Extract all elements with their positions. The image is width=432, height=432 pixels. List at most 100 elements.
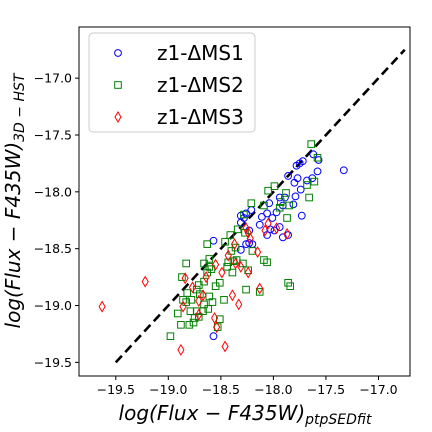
data-point-diamond <box>210 312 219 324</box>
data-point-square <box>228 268 237 277</box>
y-tick-label: −18.5 <box>34 241 72 256</box>
data-point-diamond <box>283 227 291 240</box>
data-point-circle <box>275 193 284 202</box>
plot-frame <box>78 26 411 377</box>
data-point-diamond <box>213 321 221 334</box>
data-point-square <box>223 263 231 271</box>
data-point-circle <box>339 166 348 175</box>
data-point-square <box>194 281 203 289</box>
data-point-square <box>307 140 316 148</box>
data-point-diamond <box>228 289 236 302</box>
x-axis-title: log(Flux − F435W)ptpSEDfit <box>119 401 372 428</box>
data-point-circle <box>242 240 250 249</box>
legend-marker-square <box>114 81 122 89</box>
x-tick-label: −18.5 <box>202 382 240 397</box>
data-point-diamond <box>242 222 250 235</box>
data-point-square <box>208 298 217 306</box>
data-point-square <box>189 318 198 327</box>
data-point-square <box>205 255 214 263</box>
data-point-circle <box>297 211 306 220</box>
legend-markers <box>114 49 122 123</box>
data-point-diamond <box>224 249 232 262</box>
data-point-circle <box>284 172 293 180</box>
legend-box <box>88 32 256 133</box>
data-point-circle <box>257 212 266 221</box>
x-tick-label: −18.0 <box>254 382 292 397</box>
data-point-circle <box>290 178 299 187</box>
data-point-square <box>226 231 235 239</box>
data-point-diamond <box>188 281 197 294</box>
data-point-circle <box>268 214 277 222</box>
series-ms3 <box>98 217 291 356</box>
legend-marker-circle <box>114 49 122 57</box>
data-point-circle <box>313 167 322 176</box>
data-point-square <box>220 296 228 304</box>
data-point-square <box>179 296 187 304</box>
data-point-diamond <box>246 232 254 245</box>
data-point-diamond <box>235 298 243 311</box>
data-point-square <box>173 309 182 318</box>
data-point-circle <box>291 192 300 201</box>
data-point-square <box>186 307 195 316</box>
data-point-square <box>286 282 295 290</box>
y-axis-title-subscript: 3D − HST <box>12 72 28 142</box>
data-point-square <box>183 289 192 297</box>
data-point-square <box>283 214 291 222</box>
y-axis-title: log(Flux − F435W)3D − HST <box>1 72 28 328</box>
x-tick-label: −17.5 <box>307 382 345 397</box>
data-point-circle <box>255 220 264 229</box>
legend-label-ms1: z1-ΔMS1 <box>157 41 244 65</box>
data-point-circle <box>281 193 289 202</box>
data-point-diamond <box>231 257 240 270</box>
data-point-square <box>177 321 185 329</box>
y-tick-label: −19.5 <box>34 355 72 370</box>
y-tick-label: −17.0 <box>34 71 72 86</box>
data-point-square <box>305 193 313 202</box>
y-tick-label: −19.0 <box>34 298 72 313</box>
data-point-square <box>242 285 250 294</box>
data-point-square <box>205 263 214 271</box>
data-point-circle <box>289 200 298 209</box>
data-point-square <box>282 189 290 197</box>
data-point-square <box>310 177 319 186</box>
data-point-square <box>241 228 249 237</box>
data-point-square <box>204 305 213 313</box>
x-tick-label: −19.5 <box>97 382 135 397</box>
data-point-circle <box>292 161 301 170</box>
x-tick-label: −17.0 <box>359 382 397 397</box>
data-point-circle <box>236 245 245 254</box>
data-point-square <box>263 258 271 267</box>
data-point-square <box>313 153 322 162</box>
plot-data-layer <box>98 48 406 364</box>
data-point-diamond <box>261 224 269 237</box>
x-tick-label: −19.0 <box>149 382 187 397</box>
data-point-diamond <box>254 246 262 259</box>
data-point-square <box>303 181 311 189</box>
data-point-circle <box>245 226 254 235</box>
data-point-diamond <box>221 340 229 353</box>
data-point-circle <box>242 209 250 218</box>
x-axis-title-main: log(Flux − F435W) <box>119 401 306 425</box>
x-axis-title-subscript: ptpSEDfit <box>304 412 372 428</box>
data-point-square <box>270 182 279 190</box>
data-point-diamond <box>179 300 187 313</box>
series-ms2 <box>166 140 322 341</box>
data-point-circle <box>303 176 311 185</box>
data-point-square <box>221 238 229 246</box>
data-point-square <box>203 240 211 248</box>
data-point-square <box>185 321 194 329</box>
data-point-diamond <box>264 217 272 230</box>
data-point-square <box>275 203 284 212</box>
data-point-square <box>178 273 186 281</box>
data-point-circle <box>314 156 323 164</box>
data-point-diamond <box>199 289 207 302</box>
data-point-diamond <box>195 308 203 321</box>
data-point-diamond <box>181 272 189 285</box>
data-point-square <box>203 268 211 277</box>
data-point-diamond <box>256 282 264 295</box>
legend-label-ms2: z1-ΔMS2 <box>157 73 244 97</box>
data-point-diamond <box>98 300 106 313</box>
legend-marker-diamond <box>114 111 122 123</box>
legend: z1-ΔMS1 z1-ΔMS2 z1-ΔMS3 <box>88 32 256 133</box>
